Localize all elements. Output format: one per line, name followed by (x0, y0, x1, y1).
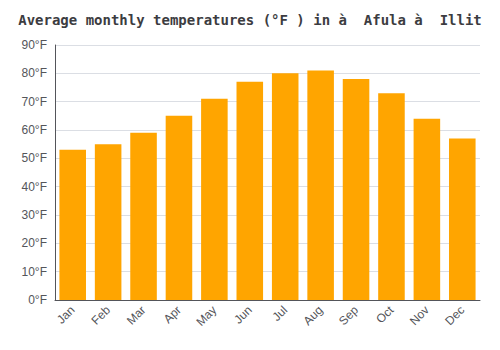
svg-text:80°F: 80°F (22, 66, 47, 80)
svg-text:Aug: Aug (301, 303, 326, 328)
svg-text:Dec: Dec (442, 303, 467, 328)
svg-text:70°F: 70°F (22, 95, 47, 109)
svg-text:Jan: Jan (54, 303, 78, 327)
svg-text:50°F: 50°F (22, 151, 47, 165)
svg-text:Mar: Mar (124, 303, 149, 327)
svg-text:Jul: Jul (269, 303, 290, 324)
svg-text:20°F: 20°F (22, 236, 47, 250)
svg-text:Apr: Apr (161, 303, 184, 326)
svg-text:30°F: 30°F (22, 208, 47, 222)
svg-text:Feb: Feb (89, 303, 114, 328)
svg-text:10°F: 10°F (22, 265, 47, 279)
svg-text:90°F: 90°F (22, 38, 47, 52)
svg-text:Jun: Jun (231, 303, 255, 327)
svg-text:60°F: 60°F (22, 123, 47, 137)
svg-text:40°F: 40°F (22, 180, 47, 194)
svg-text:Average monthly temperatures (: Average monthly temperatures (°F ) in à … (18, 12, 482, 28)
svg-text:Sep: Sep (336, 303, 361, 328)
svg-text:Nov: Nov (407, 303, 432, 328)
svg-text:May: May (193, 303, 219, 329)
svg-text:0°F: 0°F (28, 293, 47, 307)
svg-text:Oct: Oct (373, 303, 397, 327)
